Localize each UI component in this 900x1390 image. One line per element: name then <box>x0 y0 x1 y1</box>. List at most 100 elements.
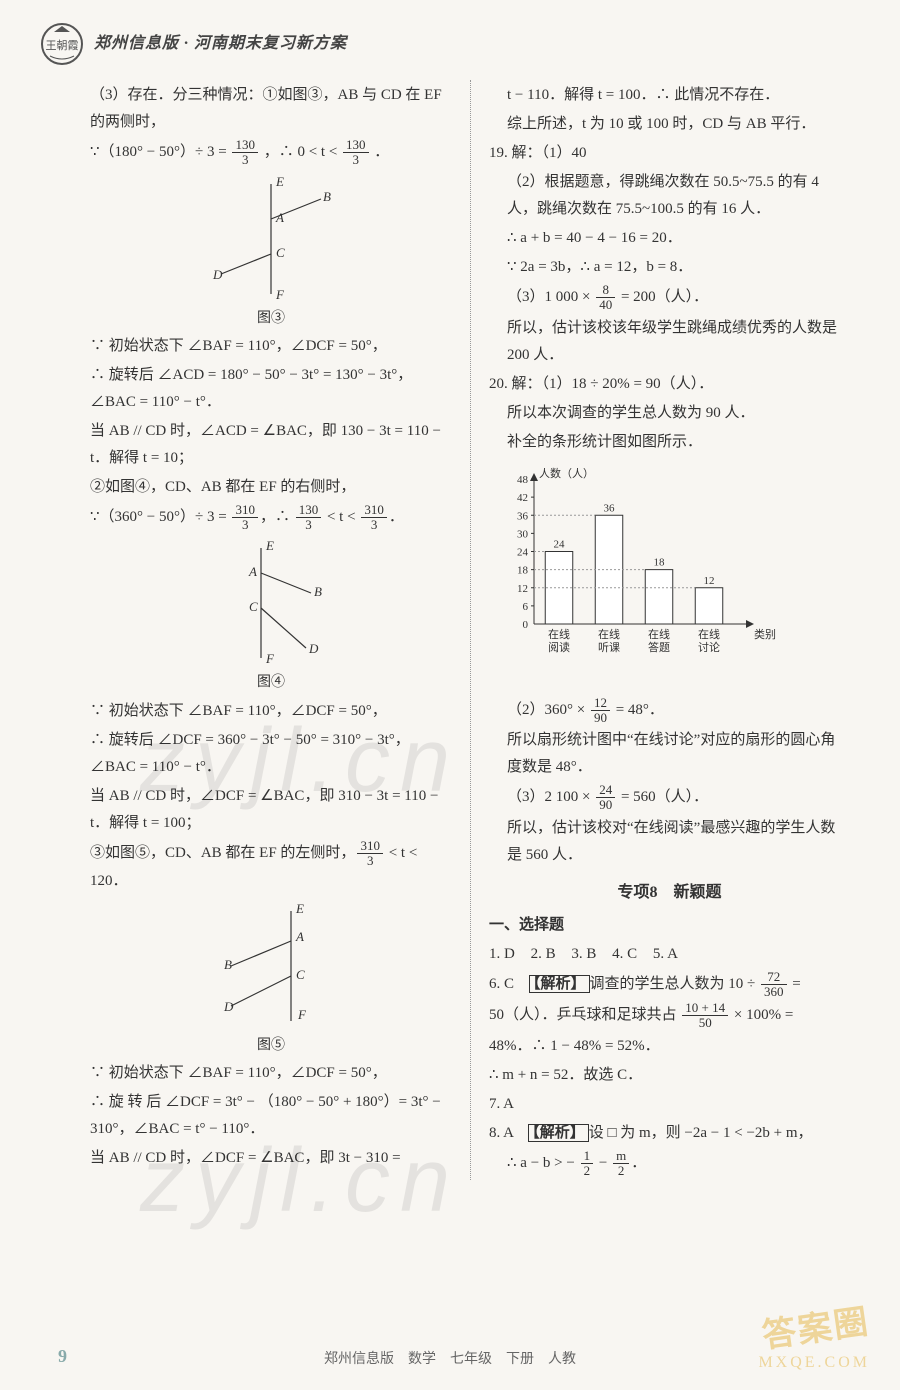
eq-part: = 200（人）． <box>617 289 708 305</box>
page: 王朝霞 郑州信息版 · 河南期末复习新方案 （3）存在．分三种情况：①如图③，A… <box>0 0 900 1390</box>
svg-text:在线: 在线 <box>648 627 670 641</box>
fraction: 12 <box>579 1149 596 1179</box>
right-column: t − 110．解得 t = 100．∴ 此情况不存在． 综上所述，t 为 10… <box>470 80 850 1180</box>
svg-text:18: 18 <box>517 564 529 576</box>
text: 当 AB // CD 时，∠DCF = ∠BAC，即 310 − 3t = 11… <box>90 783 452 837</box>
text: 当 AB // CD 时，∠DCF = ∠BAC，即 3t − 310 = <box>90 1145 452 1172</box>
text: ∴ 旋转后 ∠DCF = 360° − 3t° − 50° = 310° − 3… <box>90 727 452 781</box>
tag: 【解析】 <box>529 975 590 993</box>
svg-text:A: A <box>248 564 257 579</box>
equation: ∵（360° − 50°）÷ 3 = 3103，∴ 1303 < t < 310… <box>90 503 452 533</box>
text: 8. A 【解析】设 □ 为 m，则 −2a − 1 < −2b + m， <box>489 1120 850 1147</box>
text: 8. A <box>489 1125 528 1141</box>
equation: （3）1 000 × 840 = 200（人）． <box>489 283 850 313</box>
svg-text:F: F <box>275 287 285 302</box>
equation: ∵（180° − 50°）÷ 3 = 1303 ，∴ 0 < t < 1303 … <box>90 138 452 168</box>
svg-text:E: E <box>295 901 304 916</box>
text: ∵ 初始状态下 ∠BAF = 110°，∠DCF = 50°， <box>90 333 452 360</box>
text: 20. 解：（1）18 ÷ 20% = 90（人）． <box>489 371 850 398</box>
eq-part: ． <box>631 1155 646 1171</box>
fig5-caption: 图⑤ <box>90 1033 452 1058</box>
answer: 3. B <box>571 946 596 962</box>
content-columns: （3）存在．分三种情况：①如图③，AB 与 CD 在 EF 的两侧时， ∵（18… <box>0 70 900 1180</box>
text: ∴ 旋 转 后 ∠DCF = 3t° − （180° − 50° + 180°）… <box>90 1089 452 1143</box>
svg-text:类别: 类别 <box>754 627 776 641</box>
eq-part: < t < <box>323 509 359 525</box>
svg-text:D: D <box>212 267 223 282</box>
figure-3: EB AC DF <box>191 174 351 304</box>
text: ∴ a + b = 40 − 4 − 16 = 20． <box>489 225 850 252</box>
svg-text:F: F <box>297 1007 307 1022</box>
eq-part: ∴ a − b > − <box>507 1155 579 1171</box>
text: ∴ m + n = 52．故选 C． <box>489 1062 850 1089</box>
text: 50（人）．乒乓球和足球共占 <box>489 1007 680 1023</box>
svg-text:C: C <box>296 967 305 982</box>
fraction: 3103 <box>355 839 385 869</box>
eq-part: = 48°． <box>612 702 664 718</box>
svg-text:12: 12 <box>517 582 528 594</box>
fraction: m2 <box>611 1149 631 1179</box>
fraction: 1290 <box>589 696 612 726</box>
figure-5: EA B C F D <box>196 901 346 1031</box>
svg-text:答题: 答题 <box>648 640 670 654</box>
svg-text:30: 30 <box>517 528 529 540</box>
page-number: 9 <box>58 1340 67 1372</box>
fraction: 1303 <box>341 138 371 168</box>
eq-part: − <box>595 1155 611 1171</box>
text: ②如图④，CD、AB 都在 EF 的右侧时， <box>90 474 452 501</box>
eq-part: （2）360° × <box>507 702 589 718</box>
svg-text:在线: 在线 <box>548 627 570 641</box>
fig3-caption: 图③ <box>90 306 452 331</box>
svg-text:E: E <box>275 174 284 189</box>
text: ∴ 旋转后 ∠ACD = 180° − 50° − 3t° = 130° − 3… <box>90 362 452 416</box>
svg-text:A: A <box>295 929 304 944</box>
text: 6. C 【解析】调查的学生总人数为 10 ÷ 72360 = <box>489 970 850 1000</box>
svg-text:12: 12 <box>704 574 715 586</box>
answer: 1. D <box>489 946 515 962</box>
svg-text:C: C <box>249 599 258 614</box>
page-footer: 9 郑州信息版 数学 七年级 下册 人教 <box>0 1347 900 1372</box>
svg-text:36: 36 <box>604 502 616 514</box>
answer: 5. A <box>653 946 678 962</box>
section-title: 专项8 新颖题 <box>489 879 850 908</box>
svg-text:B: B <box>323 189 331 204</box>
text: = <box>789 976 801 992</box>
left-column: （3）存在．分三种情况：①如图③，AB 与 CD 在 EF 的两侧时， ∵（18… <box>90 80 470 1180</box>
text: （3）存在．分三种情况：①如图③，AB 与 CD 在 EF 的两侧时， <box>90 82 452 136</box>
fraction: 3103 <box>359 503 389 533</box>
svg-text:B: B <box>224 957 232 972</box>
fraction: 10 + 1450 <box>680 1001 730 1031</box>
svg-text:人数（人）: 人数（人） <box>539 467 594 480</box>
header-title: 郑州信息版 · 河南期末复习新方案 <box>94 30 347 59</box>
eq-part: = 560（人）． <box>617 789 708 805</box>
text: 所以，估计该校该年级学生跳绳成绩优秀的人数是 200 人． <box>489 315 850 369</box>
text: ∵ 初始状态下 ∠BAF = 110°，∠DCF = 50°， <box>90 1060 452 1087</box>
answer-row: 1. D 2. B 3. B 4. C 5. A <box>489 941 850 968</box>
svg-text:36: 36 <box>517 510 529 522</box>
text: 所以，估计该校对“在线阅读”最感兴趣的学生人数是 560 人． <box>489 815 850 869</box>
eq-part: ，∴ 0 < t < <box>264 144 341 160</box>
svg-text:D: D <box>223 999 234 1014</box>
svg-text:48: 48 <box>517 474 529 486</box>
svg-text:24: 24 <box>554 538 566 550</box>
text: 7. A <box>489 1091 850 1118</box>
text: 设 □ 为 m，则 −2a − 1 < −2b + m， <box>589 1125 813 1141</box>
figure-4: EAB CFD <box>211 538 331 668</box>
text: ∵ 初始状态下 ∠BAF = 110°，∠DCF = 50°， <box>90 698 452 725</box>
answer: 4. C <box>612 946 637 962</box>
text: 所以本次调查的学生总人数为 90 人． <box>489 400 850 427</box>
eq-part: ∵（180° − 50°）÷ 3 = <box>90 144 230 160</box>
text: 6. C <box>489 976 529 992</box>
eq-part: （3）1 000 × <box>507 289 594 305</box>
fig4-caption: 图④ <box>90 670 452 695</box>
svg-text:D: D <box>308 641 319 656</box>
logo-icon: 王朝霞 <box>40 22 84 66</box>
eq-part: ． <box>389 509 404 525</box>
text: 调查的学生总人数为 10 ÷ <box>590 976 759 992</box>
text: 综上所述，t 为 10 或 100 时，CD 与 AB 平行． <box>489 111 850 138</box>
text: 补全的条形统计图如图所示． <box>489 429 850 456</box>
equation: （2）360° × 1290 = 48°． <box>489 696 850 726</box>
svg-text:A: A <box>275 210 284 225</box>
text: t − 110．解得 t = 100．∴ 此情况不存在． <box>489 82 850 109</box>
svg-text:6: 6 <box>523 600 529 612</box>
